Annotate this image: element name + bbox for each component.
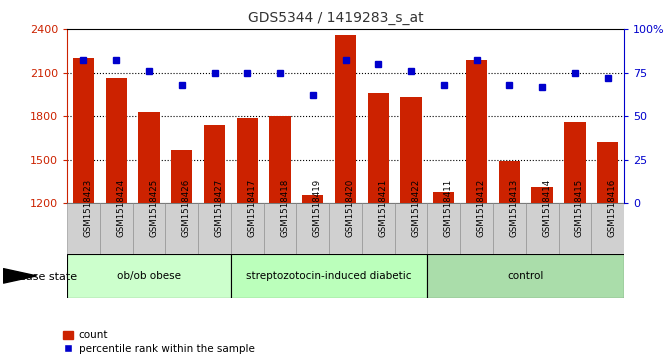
FancyBboxPatch shape xyxy=(329,203,362,254)
Text: GSM1518420: GSM1518420 xyxy=(346,179,354,237)
Text: GSM1518412: GSM1518412 xyxy=(476,179,486,237)
FancyBboxPatch shape xyxy=(362,203,395,254)
Text: GSM1518418: GSM1518418 xyxy=(280,179,289,237)
FancyBboxPatch shape xyxy=(591,203,624,254)
Text: GSM1518422: GSM1518422 xyxy=(411,179,420,237)
Bar xyxy=(335,35,356,203)
Bar xyxy=(302,195,323,203)
Bar xyxy=(564,122,586,203)
Bar xyxy=(433,192,454,203)
Bar xyxy=(597,142,618,203)
Text: GSM1518411: GSM1518411 xyxy=(444,179,453,237)
Text: GSM1518416: GSM1518416 xyxy=(608,179,617,237)
Text: GSM1518424: GSM1518424 xyxy=(116,179,125,237)
Text: GSM1518423: GSM1518423 xyxy=(83,179,93,237)
Bar xyxy=(171,150,193,203)
FancyBboxPatch shape xyxy=(297,203,329,254)
Text: streptozotocin-induced diabetic: streptozotocin-induced diabetic xyxy=(246,271,412,281)
Bar xyxy=(368,93,389,203)
Text: disease state: disease state xyxy=(3,272,77,282)
FancyBboxPatch shape xyxy=(198,203,231,254)
Text: GSM1518421: GSM1518421 xyxy=(378,179,387,237)
Text: GSM1518419: GSM1518419 xyxy=(313,179,322,237)
Text: GSM1518427: GSM1518427 xyxy=(215,179,223,237)
Text: GSM1518414: GSM1518414 xyxy=(542,179,551,237)
Bar xyxy=(138,112,160,203)
Bar xyxy=(105,78,127,203)
Legend: count, percentile rank within the sample: count, percentile rank within the sample xyxy=(59,326,259,358)
Bar xyxy=(269,116,291,203)
FancyBboxPatch shape xyxy=(460,203,493,254)
Bar xyxy=(499,161,520,203)
FancyBboxPatch shape xyxy=(67,203,100,254)
FancyBboxPatch shape xyxy=(526,203,558,254)
Bar xyxy=(237,118,258,203)
FancyBboxPatch shape xyxy=(67,254,231,298)
Text: GSM1518426: GSM1518426 xyxy=(182,179,191,237)
Text: GDS5344 / 1419283_s_at: GDS5344 / 1419283_s_at xyxy=(248,11,423,25)
FancyBboxPatch shape xyxy=(427,254,624,298)
Bar xyxy=(466,60,487,203)
Text: control: control xyxy=(507,271,544,281)
FancyBboxPatch shape xyxy=(493,203,526,254)
Bar xyxy=(73,58,94,203)
Text: GSM1518415: GSM1518415 xyxy=(575,179,584,237)
FancyBboxPatch shape xyxy=(395,203,427,254)
Polygon shape xyxy=(3,269,36,283)
FancyBboxPatch shape xyxy=(165,203,198,254)
Text: GSM1518425: GSM1518425 xyxy=(149,179,158,237)
FancyBboxPatch shape xyxy=(100,203,133,254)
FancyBboxPatch shape xyxy=(264,203,297,254)
FancyBboxPatch shape xyxy=(231,203,264,254)
Text: GSM1518417: GSM1518417 xyxy=(248,179,256,237)
Bar xyxy=(204,125,225,203)
FancyBboxPatch shape xyxy=(558,203,591,254)
FancyBboxPatch shape xyxy=(133,203,165,254)
FancyBboxPatch shape xyxy=(427,203,460,254)
Bar xyxy=(531,187,553,203)
Text: ob/ob obese: ob/ob obese xyxy=(117,271,181,281)
Bar xyxy=(401,97,422,203)
FancyBboxPatch shape xyxy=(231,254,427,298)
Text: GSM1518413: GSM1518413 xyxy=(509,179,519,237)
